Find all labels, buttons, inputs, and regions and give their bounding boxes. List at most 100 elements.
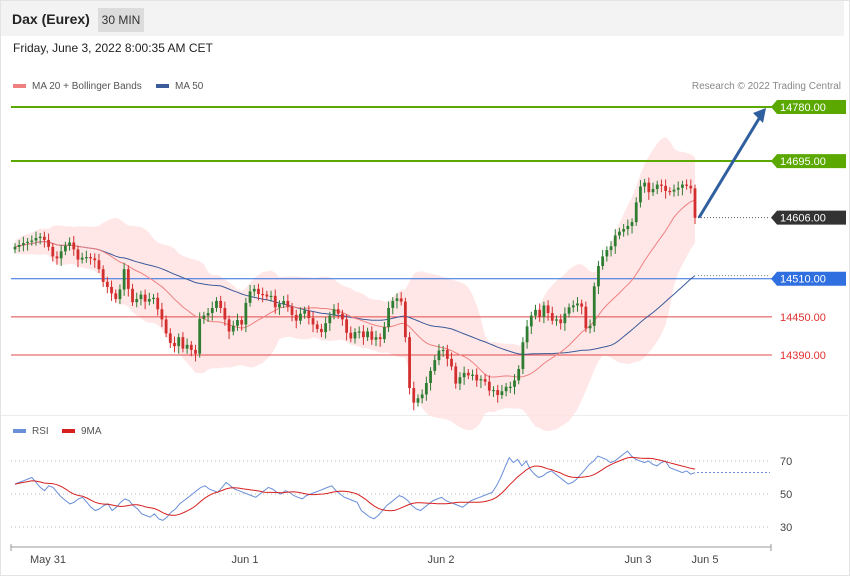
candle-body <box>412 388 416 403</box>
candle-body <box>395 298 399 301</box>
candle-body <box>387 307 390 328</box>
candle-body <box>567 307 571 314</box>
x-tick-label: Jun 5 <box>692 554 719 566</box>
candle-body <box>609 246 613 251</box>
legend-ma20: MA 20 + Bollinger Bands <box>13 81 142 92</box>
candle-body <box>269 295 273 298</box>
candle-body <box>307 310 311 319</box>
candle-body <box>210 307 214 314</box>
rsi-tick-label: 70 <box>780 456 792 468</box>
candle-body <box>261 293 265 296</box>
ma20-label: MA 20 + Bollinger Bands <box>32 81 142 92</box>
candle-body <box>34 237 38 241</box>
candle-body <box>223 307 227 320</box>
candle-body <box>361 331 365 338</box>
legend-rsi: RSI <box>13 426 49 437</box>
candle-body <box>651 189 655 193</box>
candle-body <box>227 319 231 332</box>
candle-body <box>320 328 323 333</box>
candle-body <box>244 302 248 325</box>
candle-body <box>51 246 55 257</box>
candle-body <box>299 313 302 321</box>
candle-body <box>63 245 67 252</box>
candle-body <box>668 190 672 193</box>
candle-body <box>584 306 588 329</box>
candle-body <box>513 380 516 387</box>
rsi-label: RSI <box>32 426 49 437</box>
rsi-tick-label: 30 <box>780 522 792 534</box>
candle-body <box>328 315 332 324</box>
candle-body <box>42 236 46 240</box>
candle-body <box>84 257 88 259</box>
candle-body <box>17 244 21 247</box>
candle-body <box>252 288 256 292</box>
candle-body <box>248 291 252 303</box>
candle-body <box>185 344 189 349</box>
candle-body <box>173 342 176 347</box>
candle-body <box>471 374 474 376</box>
candle-body <box>236 320 239 326</box>
candle-body <box>278 304 281 308</box>
candle-body <box>416 398 420 403</box>
candle-body <box>538 309 542 317</box>
candle-body <box>445 349 449 359</box>
candle-body <box>639 186 642 203</box>
candle-body <box>126 269 130 289</box>
ma50-label: MA 50 <box>175 81 204 92</box>
candle-body <box>105 281 109 287</box>
candle-body <box>571 305 575 308</box>
candle-body <box>534 309 537 316</box>
candle-body <box>597 265 600 287</box>
candle-body <box>420 394 424 399</box>
level-label: 14450.00 <box>780 312 826 324</box>
rsi-ma-label: 9MA <box>81 426 102 437</box>
candle-body <box>458 377 462 384</box>
candle-body <box>655 184 659 190</box>
candle-body <box>345 319 349 333</box>
candle-body <box>601 256 605 266</box>
candle-body <box>555 319 558 321</box>
candle-body <box>676 187 680 190</box>
candle-body <box>13 246 17 250</box>
candle-body <box>525 326 529 343</box>
projection-arrow-shaft <box>697 116 762 219</box>
candle-body <box>240 320 244 325</box>
candle-body <box>563 313 567 324</box>
candle-body <box>546 305 550 314</box>
legend-ma50: MA 50 <box>156 81 203 92</box>
candle-body <box>370 331 374 340</box>
instrument-title: Dax (Eurex) <box>12 11 90 27</box>
candle-body <box>68 242 71 246</box>
panel-divider <box>1 415 848 416</box>
candle-body <box>215 300 218 308</box>
candle-body <box>382 327 386 340</box>
candle-body <box>475 374 479 381</box>
candle-body <box>139 294 143 300</box>
candle-body <box>72 242 76 250</box>
candle-body <box>664 185 668 191</box>
candle-body <box>30 240 34 242</box>
candle-body <box>152 297 155 300</box>
candle-body <box>168 333 172 343</box>
candle-body <box>357 331 361 333</box>
level-tag <box>771 271 846 286</box>
rsi-line <box>14 450 696 521</box>
candle-body <box>374 337 378 340</box>
candle-body <box>622 229 626 232</box>
candle-body <box>500 391 504 396</box>
candle-body <box>349 332 353 339</box>
candle-body <box>378 337 382 340</box>
rsi-swatch <box>13 429 26 434</box>
timeframe-button[interactable]: 30 MIN <box>98 8 144 32</box>
candle-body <box>290 306 294 315</box>
candle-body <box>135 299 139 303</box>
candle-body <box>38 236 42 238</box>
candle-body <box>181 337 185 349</box>
candle-body <box>55 256 59 259</box>
candle-body <box>80 257 84 260</box>
candle-body <box>450 358 453 367</box>
candle-body <box>529 315 533 327</box>
candle-body <box>441 349 445 352</box>
candle-body <box>353 332 357 339</box>
